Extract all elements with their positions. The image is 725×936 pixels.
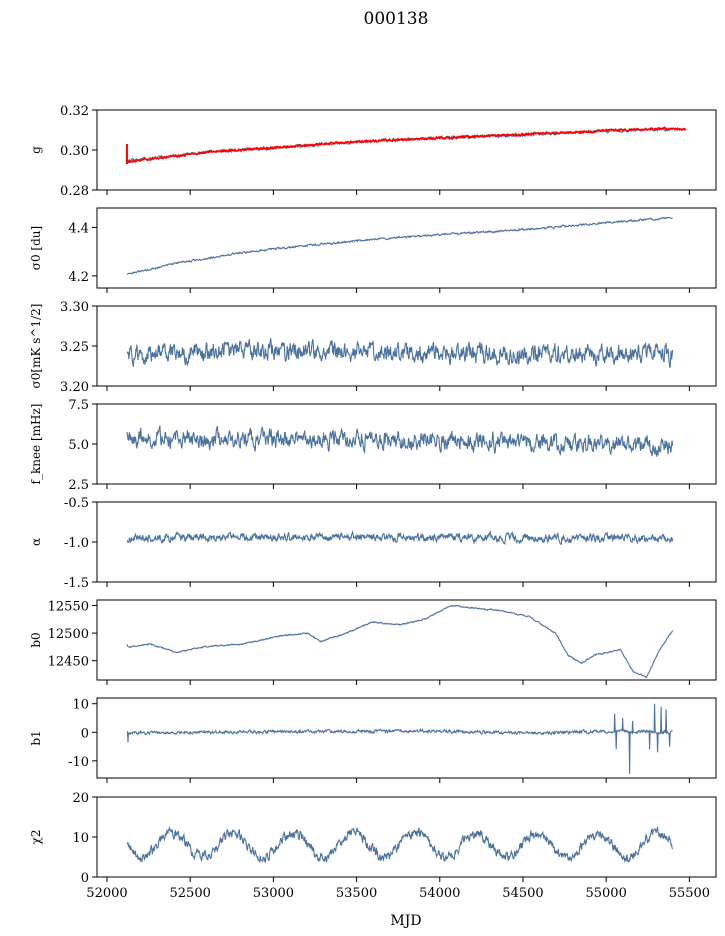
panel-frame: [96, 207, 717, 289]
series-line: [126, 825, 674, 863]
series-line: [126, 425, 674, 457]
y-tick-label: 12450: [48, 655, 89, 670]
panel-frame: [96, 599, 717, 681]
panel-frame: [96, 109, 717, 191]
series-line: [126, 216, 673, 275]
series-line: [126, 703, 673, 774]
panel-1: 0.28 0.30 0.32 g: [29, 104, 717, 199]
panel-frame: [96, 796, 717, 878]
panels: 0.28 0.30 0.32 g 4.2 4.4 σ0 [du] 3.20 3.25 3.30 σ0…: [29, 104, 717, 901]
figure-title: 000138: [364, 9, 429, 29]
panel-2: 4.2 4.4 σ0 [du]: [29, 207, 717, 293]
y-axis-label: σ0 [du]: [29, 226, 43, 270]
panel-3: 3.20 3.25 3.30 σ0[mK s^1/2]: [29, 300, 717, 395]
y-tick-label: -1.0: [64, 536, 89, 551]
x-tick-label: 55000: [585, 886, 626, 901]
panel-8: 0 10 20 52000 52500 53000 53500 54000 54500 55000…: [29, 791, 717, 901]
y-tick-label: 4.2: [68, 270, 89, 285]
y-tick-label: 10: [72, 831, 89, 846]
panel-frame: [96, 501, 717, 583]
x-axis-label: MJD: [390, 913, 421, 929]
panel-7: -10 0 10 b1: [29, 697, 717, 783]
y-axis-label: α: [29, 538, 43, 546]
y-tick-label: 0: [81, 726, 89, 741]
panel-5: -1.5 -1.0 -0.5 α: [29, 496, 717, 591]
y-axis-label: g: [29, 146, 43, 154]
y-tick-label: 0.32: [60, 104, 89, 119]
x-tick-label: 54000: [419, 886, 460, 901]
panel-frame: [96, 697, 717, 779]
y-tick-label: 3.30: [60, 300, 89, 315]
x-tick-label: 53000: [253, 886, 294, 901]
y-tick-label: 3.20: [60, 380, 89, 395]
x-tick-label: 52000: [86, 886, 127, 901]
y-axis-label: f_knee [mHz]: [29, 404, 43, 485]
y-tick-label: 0.28: [60, 184, 89, 199]
y-tick-label: 0: [81, 871, 89, 886]
fit-line: [126, 126, 687, 164]
series-line: [126, 338, 674, 368]
x-tick-label: 55500: [669, 886, 710, 901]
x-tick-label: 53500: [336, 886, 377, 901]
y-tick-label: 0.30: [60, 144, 89, 159]
series-line: [126, 604, 674, 679]
y-tick-label: -1.5: [64, 576, 89, 591]
y-axis-label: σ0[mK s^1/2]: [29, 304, 43, 389]
y-tick-label: 12500: [48, 627, 89, 642]
panel-4: 2.5 5.0 7.5 f_knee [mHz]: [29, 398, 717, 493]
y-tick-label: 12550: [48, 600, 89, 615]
x-tick-label: 52500: [170, 886, 211, 901]
y-axis-label: b1: [29, 730, 43, 745]
y-axis-label: b0: [29, 632, 43, 647]
y-tick-label: 10: [72, 698, 89, 713]
y-tick-label: -10: [68, 755, 89, 770]
y-tick-label: -0.5: [64, 496, 89, 511]
y-tick-label: 20: [72, 791, 89, 806]
y-tick-label: 2.5: [68, 478, 89, 493]
y-tick-label: 3.25: [60, 340, 89, 355]
y-tick-label: 5.0: [68, 438, 89, 453]
y-axis-label: χ2: [29, 830, 43, 845]
y-tick-label: 4.4: [68, 221, 89, 236]
series-line: [126, 529, 674, 546]
x-tick-label: 54500: [502, 886, 543, 901]
y-tick-label: 7.5: [68, 398, 89, 413]
panel-6: 12450 12500 12550 b0: [29, 599, 717, 685]
